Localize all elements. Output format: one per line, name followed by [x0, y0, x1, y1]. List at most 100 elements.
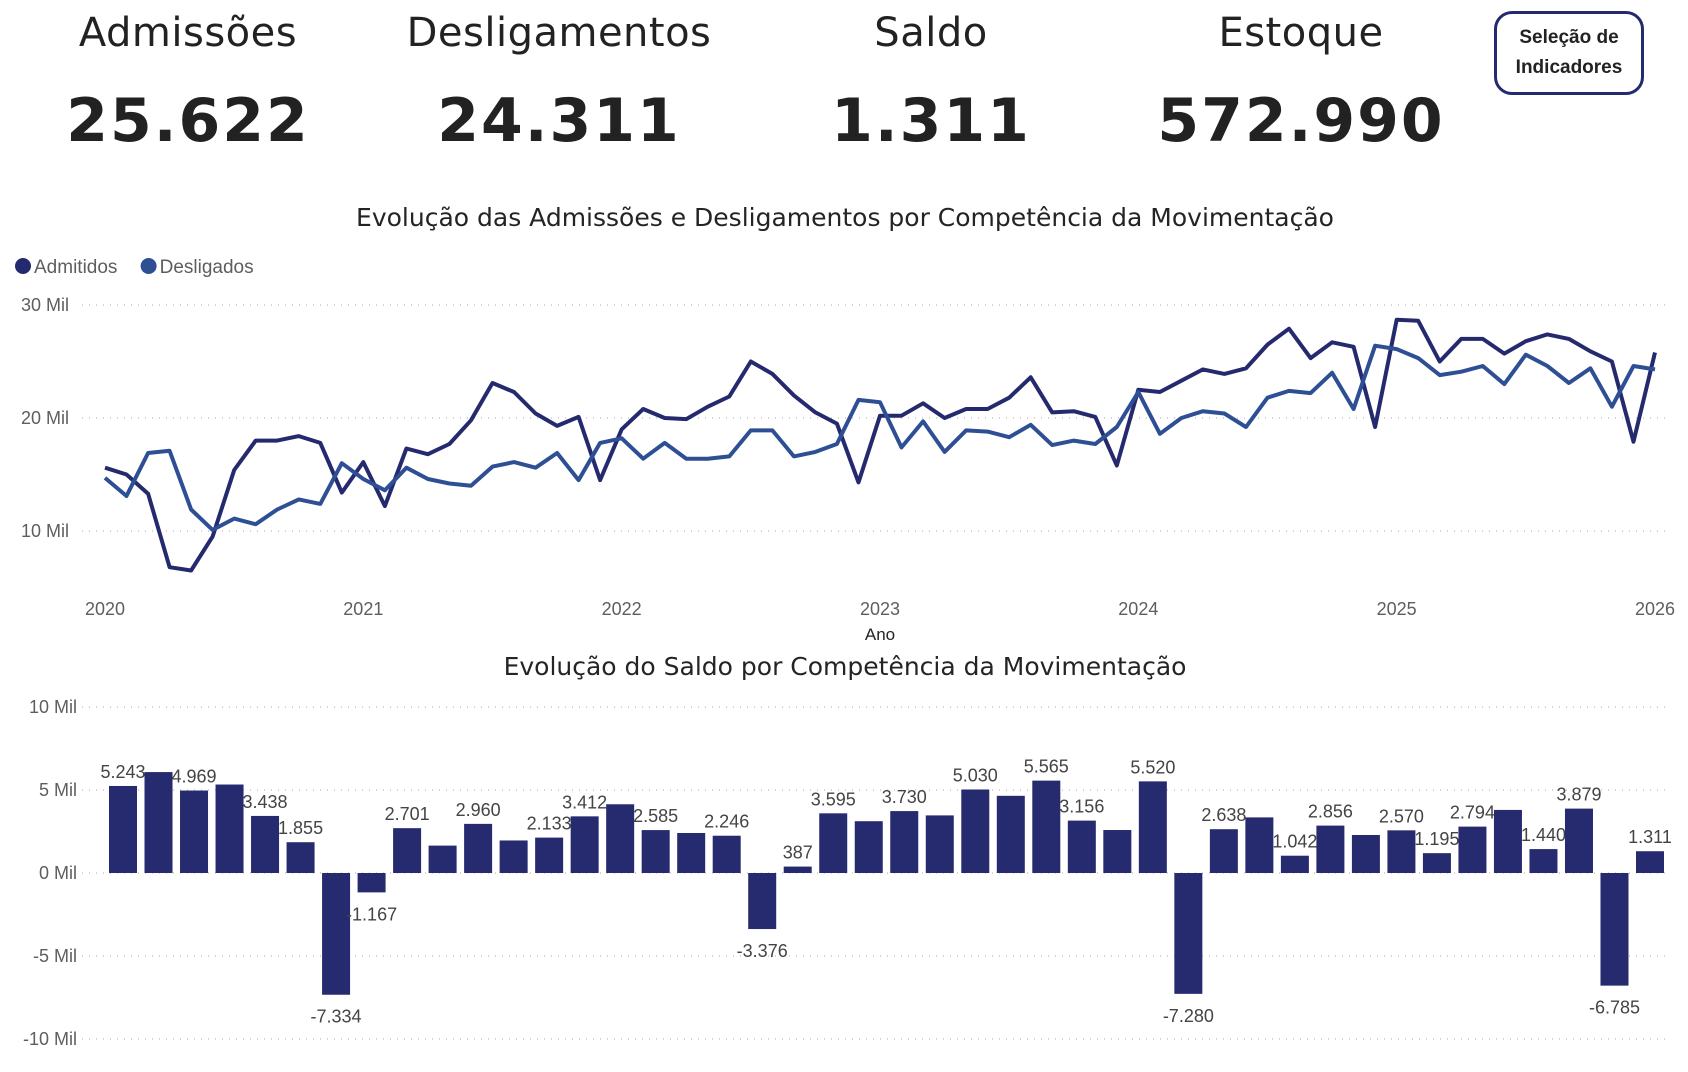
bar[interactable]: [215, 784, 244, 873]
button-label-line2: Indicadores: [1515, 57, 1623, 78]
kpi-title: Desligamentos: [406, 10, 712, 56]
y-tick-label: 0 Mil: [39, 863, 77, 883]
bar[interactable]: [570, 816, 599, 873]
bar[interactable]: [1351, 834, 1380, 873]
legend-marker-admitidos: [15, 258, 31, 274]
bar[interactable]: [286, 842, 315, 873]
data-label: 2.133: [527, 814, 572, 834]
bar[interactable]: [1174, 873, 1203, 994]
x-axis-label: Ano: [865, 625, 895, 644]
bar[interactable]: [1387, 830, 1416, 873]
data-label: 3.730: [882, 787, 927, 807]
bar[interactable]: [1529, 849, 1558, 873]
y-tick-label: 30 Mil: [21, 295, 69, 315]
kpi-title: Estoque: [1218, 10, 1384, 56]
bar[interactable]: [1067, 820, 1096, 873]
bar[interactable]: [1280, 855, 1309, 873]
line-chart-series[interactable]: [103, 317, 1657, 573]
bar[interactable]: [677, 832, 706, 873]
line-chart-grid: 10 Mil 20 Mil 30 Mil 2020 2021 2022 2023 2024 20…: [21, 295, 1675, 619]
data-label: 3.595: [811, 789, 856, 809]
bar[interactable]: [357, 873, 386, 893]
indicator-selection-button[interactable]: Seleção de Indicadores: [1494, 11, 1644, 95]
kpi-desligamentos: Desligamentos 24.311: [389, 8, 729, 156]
bar[interactable]: [854, 821, 883, 873]
bar-chart-bars[interactable]: 5.243 4.969 3.438 1.855 -7.334 -1.167 2.701 2.9…: [100, 757, 1671, 1027]
data-label: -6.785: [1589, 998, 1640, 1018]
bar[interactable]: [1493, 809, 1522, 873]
bar[interactable]: [180, 790, 209, 873]
bar[interactable]: [925, 815, 954, 873]
y-tick-label: 20 Mil: [21, 408, 69, 428]
bar[interactable]: [109, 785, 137, 873]
x-tick-label: 2021: [343, 599, 383, 619]
bar[interactable]: [322, 873, 351, 995]
data-label: 2.960: [456, 800, 501, 820]
bar[interactable]: [890, 811, 919, 873]
bar[interactable]: [1636, 851, 1664, 873]
legend-marker-desligados: [140, 258, 157, 274]
bar[interactable]: [961, 789, 990, 873]
bar[interactable]: [1138, 781, 1167, 873]
data-label: 3.156: [1059, 797, 1104, 817]
bar[interactable]: [1458, 826, 1487, 873]
data-label: 4.969: [171, 767, 216, 787]
bar[interactable]: [1209, 829, 1238, 873]
bar[interactable]: [606, 804, 635, 873]
line-chart-title: Evolução das Admissões e Desligamentos p…: [356, 203, 1334, 232]
kpi-estoque: Estoque 572.990: [1131, 8, 1471, 156]
data-label: 5.030: [953, 766, 998, 786]
kpi-value: 24.311: [437, 86, 681, 156]
bar[interactable]: [783, 866, 812, 873]
bar[interactable]: [1600, 873, 1629, 986]
bar[interactable]: [251, 815, 280, 873]
data-label: 5.565: [1024, 757, 1069, 777]
bar[interactable]: [712, 835, 741, 873]
bar[interactable]: [535, 837, 564, 873]
bar[interactable]: [1316, 825, 1345, 873]
bar[interactable]: [144, 772, 173, 873]
data-label: 3.412: [562, 792, 607, 812]
data-label: 5.520: [1130, 757, 1175, 777]
bar[interactable]: [641, 830, 670, 873]
series-line-desligados[interactable]: [103, 343, 1656, 532]
x-tick-label: 2023: [860, 599, 900, 619]
bar[interactable]: [1564, 808, 1593, 873]
legend-label-desligados[interactable]: Desligados: [160, 257, 254, 278]
data-label: 3.879: [1556, 785, 1601, 805]
y-tick-label: 10 Mil: [21, 521, 69, 541]
x-tick-label: 2020: [85, 599, 125, 619]
y-tick-label: 10 Mil: [29, 697, 77, 717]
bar[interactable]: [819, 813, 848, 873]
kpi-admissoes: Admissões 25.622: [18, 8, 358, 156]
bar[interactable]: [996, 795, 1025, 873]
kpi-value: 25.622: [66, 86, 310, 156]
bar[interactable]: [428, 845, 457, 873]
data-label: 2.701: [385, 804, 430, 824]
kpi-value: 572.990: [1157, 86, 1445, 156]
bar-chart-title: Evolução do Saldo por Competência da Mov…: [504, 652, 1187, 681]
data-label: 1.311: [1628, 827, 1672, 847]
data-label: 2.570: [1379, 806, 1424, 826]
bar[interactable]: [1245, 817, 1274, 873]
y-tick-label: 5 Mil: [39, 780, 77, 800]
data-label: 3.438: [243, 792, 288, 812]
bar[interactable]: [748, 873, 777, 930]
bar[interactable]: [499, 840, 528, 873]
bar[interactable]: [1032, 780, 1061, 873]
legend-label-admitidos[interactable]: Admitidos: [34, 257, 117, 278]
bar[interactable]: [464, 823, 493, 873]
bar[interactable]: [1103, 830, 1132, 873]
legend[interactable]: Admitidos Desligados: [15, 257, 254, 278]
bar[interactable]: [1422, 853, 1451, 873]
data-label: -1.167: [346, 904, 397, 924]
x-tick-label: 2022: [602, 599, 642, 619]
data-label: 2.246: [704, 812, 749, 832]
data-label: 2.856: [1308, 802, 1353, 822]
data-label: -7.334: [311, 1007, 362, 1027]
data-label: 1.855: [278, 818, 323, 838]
bar[interactable]: [393, 828, 422, 873]
series-line-admitidos[interactable]: [104, 317, 1657, 573]
bar-chart-grid: -10 Mil -5 Mil 0 Mil 5 Mil 10 Mil: [23, 697, 1668, 1049]
